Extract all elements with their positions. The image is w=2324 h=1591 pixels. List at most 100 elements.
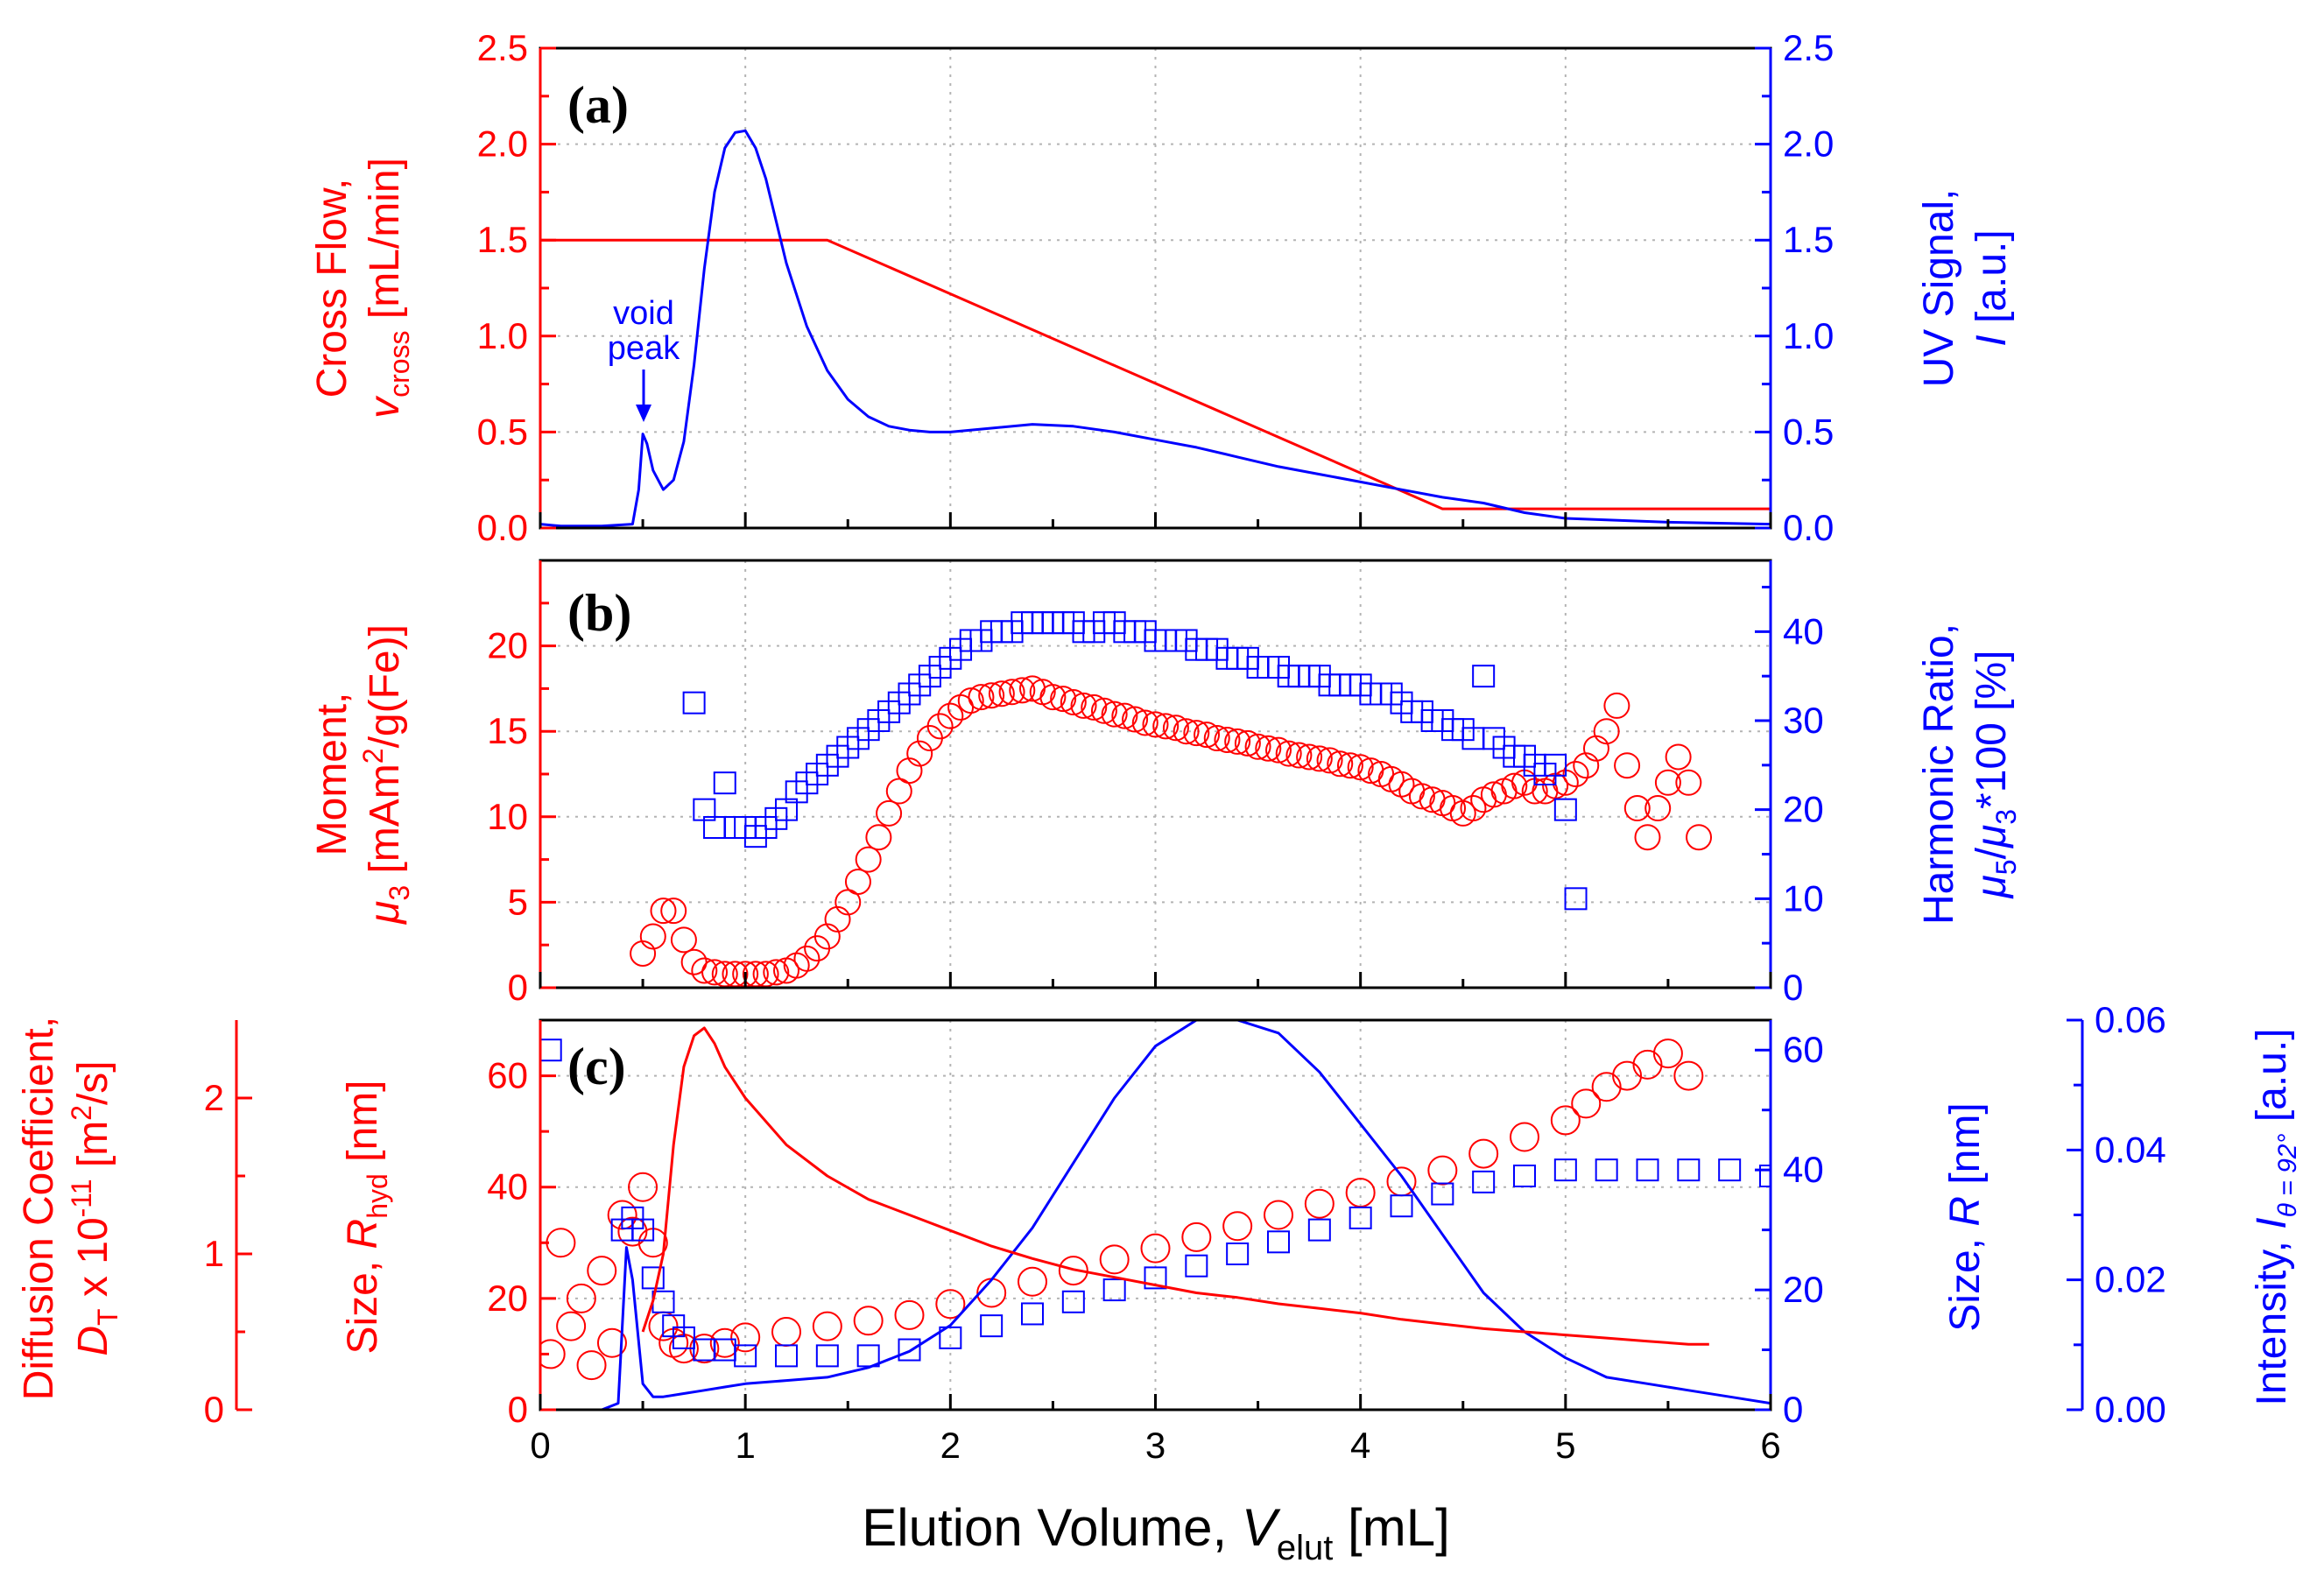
harmonic-ratio-point: [1553, 798, 1577, 821]
size-r-point: [1431, 1182, 1454, 1206]
moment-point: [1582, 735, 1609, 762]
moment-point: [937, 702, 964, 729]
panel-a-right-title-line1: UV Signal,: [1916, 189, 1962, 388]
moment-point: [978, 682, 1005, 709]
moment-point: [1593, 718, 1620, 745]
moment-point: [793, 945, 820, 972]
size-r-axis-tick-label: 60: [1783, 1029, 1824, 1070]
panel-a-right-tick-label: 2.5: [1783, 27, 1834, 68]
panel-c-letter: (c): [567, 1038, 626, 1095]
moment-point: [639, 923, 666, 950]
rhyd-point: [1571, 1088, 1602, 1119]
size-r-point: [734, 1344, 757, 1368]
size-r-point: [1226, 1243, 1250, 1265]
size-r-axis-tick-label: 0: [1783, 1389, 1803, 1430]
rhyd-point: [1591, 1072, 1622, 1102]
panel-a-right-title-line2: I [a.u.]: [1968, 229, 2015, 346]
moment-point: [742, 961, 769, 988]
rhyd-point: [771, 1317, 801, 1347]
moment-point: [1101, 700, 1128, 728]
panel-b-left-tick-label: 15: [487, 710, 528, 751]
rhyd-point: [812, 1311, 842, 1341]
rhyd-point: [1018, 1266, 1047, 1297]
rhyd-point: [576, 1350, 607, 1381]
moment-point: [1224, 728, 1251, 755]
size-r-point: [1718, 1158, 1742, 1182]
rhyd-point: [1510, 1122, 1539, 1152]
uv-signal-line: [540, 129, 1771, 528]
panel-b-left-title-line1: Moment,: [309, 693, 356, 856]
panel-a-right-tick-label: 0.5: [1783, 411, 1834, 452]
rhyd-point: [1652, 1038, 1683, 1069]
panel-a-left-tick-label: 0.0: [477, 507, 528, 548]
x-tick-label: 3: [1145, 1425, 1166, 1466]
moment-point: [885, 778, 912, 805]
rhyd-axis-tick-label: 20: [487, 1278, 528, 1319]
series-layer: [540, 129, 1771, 1410]
moment-point: [855, 846, 882, 873]
rhyd-point: [894, 1299, 925, 1330]
diffusion-axis-tick-label: 0: [204, 1389, 224, 1430]
panel-a-right-tick-label: 0.0: [1783, 507, 1834, 548]
moment-point: [1460, 795, 1487, 822]
size-r-point: [1267, 1230, 1290, 1254]
size-r-point: [1061, 1290, 1085, 1313]
moment-point: [1070, 692, 1097, 719]
moment-point: [1327, 750, 1354, 778]
size-r-point: [672, 1326, 695, 1349]
moment-point: [1090, 697, 1117, 724]
rhyd-point: [730, 1322, 761, 1353]
moment-point: [660, 898, 687, 925]
panel-a-left-tick-label: 1.5: [477, 219, 528, 260]
x-axis-title: Elution Volume, Velut [mL]: [862, 1498, 1449, 1567]
moment-point: [1152, 713, 1180, 740]
harmonic-ratio-point: [682, 691, 706, 715]
size-r-point: [1513, 1165, 1536, 1187]
moment-point: [1285, 742, 1313, 769]
panel-b-right-title-line2: μ5/μ3*100 [%]: [1968, 651, 2022, 900]
x-tick-label: 5: [1555, 1425, 1575, 1466]
intensity-axis-tick-label: 0.04: [2095, 1129, 2166, 1170]
rhyd-point: [1222, 1211, 1253, 1242]
size-r-title: Size, R [nm]: [1942, 1102, 1989, 1331]
moment-point: [1644, 795, 1672, 822]
rhyd-point: [556, 1311, 587, 1341]
panel-a-right-tick-label: 1.5: [1783, 219, 1834, 260]
harmonic-ratio-point: [1544, 753, 1567, 777]
size-r-point: [1185, 1254, 1208, 1278]
moment-point: [1183, 720, 1210, 747]
panel-a-left-tick-label: 2.5: [477, 27, 528, 68]
rhyd-point: [1612, 1060, 1643, 1091]
moment-point: [998, 679, 1025, 706]
panel-b-right-tick-label: 40: [1783, 610, 1824, 651]
size-r-axis-tick-label: 20: [1783, 1269, 1824, 1310]
moment-point: [691, 957, 718, 984]
size-r-point: [1595, 1158, 1618, 1182]
moment-point: [1573, 752, 1600, 779]
rhyd-point: [587, 1256, 617, 1286]
moment-point: [926, 713, 954, 740]
moment-point: [1173, 718, 1200, 745]
panel-b-right-tick-label: 0: [1783, 967, 1803, 1008]
moment-point: [1050, 686, 1077, 713]
moment-point: [1686, 824, 1713, 851]
intensity-axis-tick-label: 0.02: [2095, 1259, 2166, 1300]
moment-point: [1316, 747, 1343, 774]
moment-point: [1060, 689, 1087, 716]
moment-point: [1142, 711, 1169, 738]
size-r-point: [1636, 1158, 1659, 1182]
moment-point: [824, 905, 851, 933]
panel-b-left-tick-label: 0: [508, 967, 528, 1008]
rhyd-point: [546, 1228, 576, 1258]
moment-point: [1408, 783, 1435, 810]
diffusion-axis-tick-label: 1: [204, 1233, 224, 1274]
rhyd-axis-tick-label: 40: [487, 1166, 528, 1207]
moment-point: [630, 940, 657, 967]
diffusion-line: [641, 1026, 1709, 1346]
moment-point: [1203, 725, 1230, 752]
moment-point: [957, 687, 984, 715]
size-r-axis-tick-label: 40: [1783, 1149, 1824, 1190]
moment-point: [968, 684, 995, 711]
moment-point: [711, 961, 738, 988]
